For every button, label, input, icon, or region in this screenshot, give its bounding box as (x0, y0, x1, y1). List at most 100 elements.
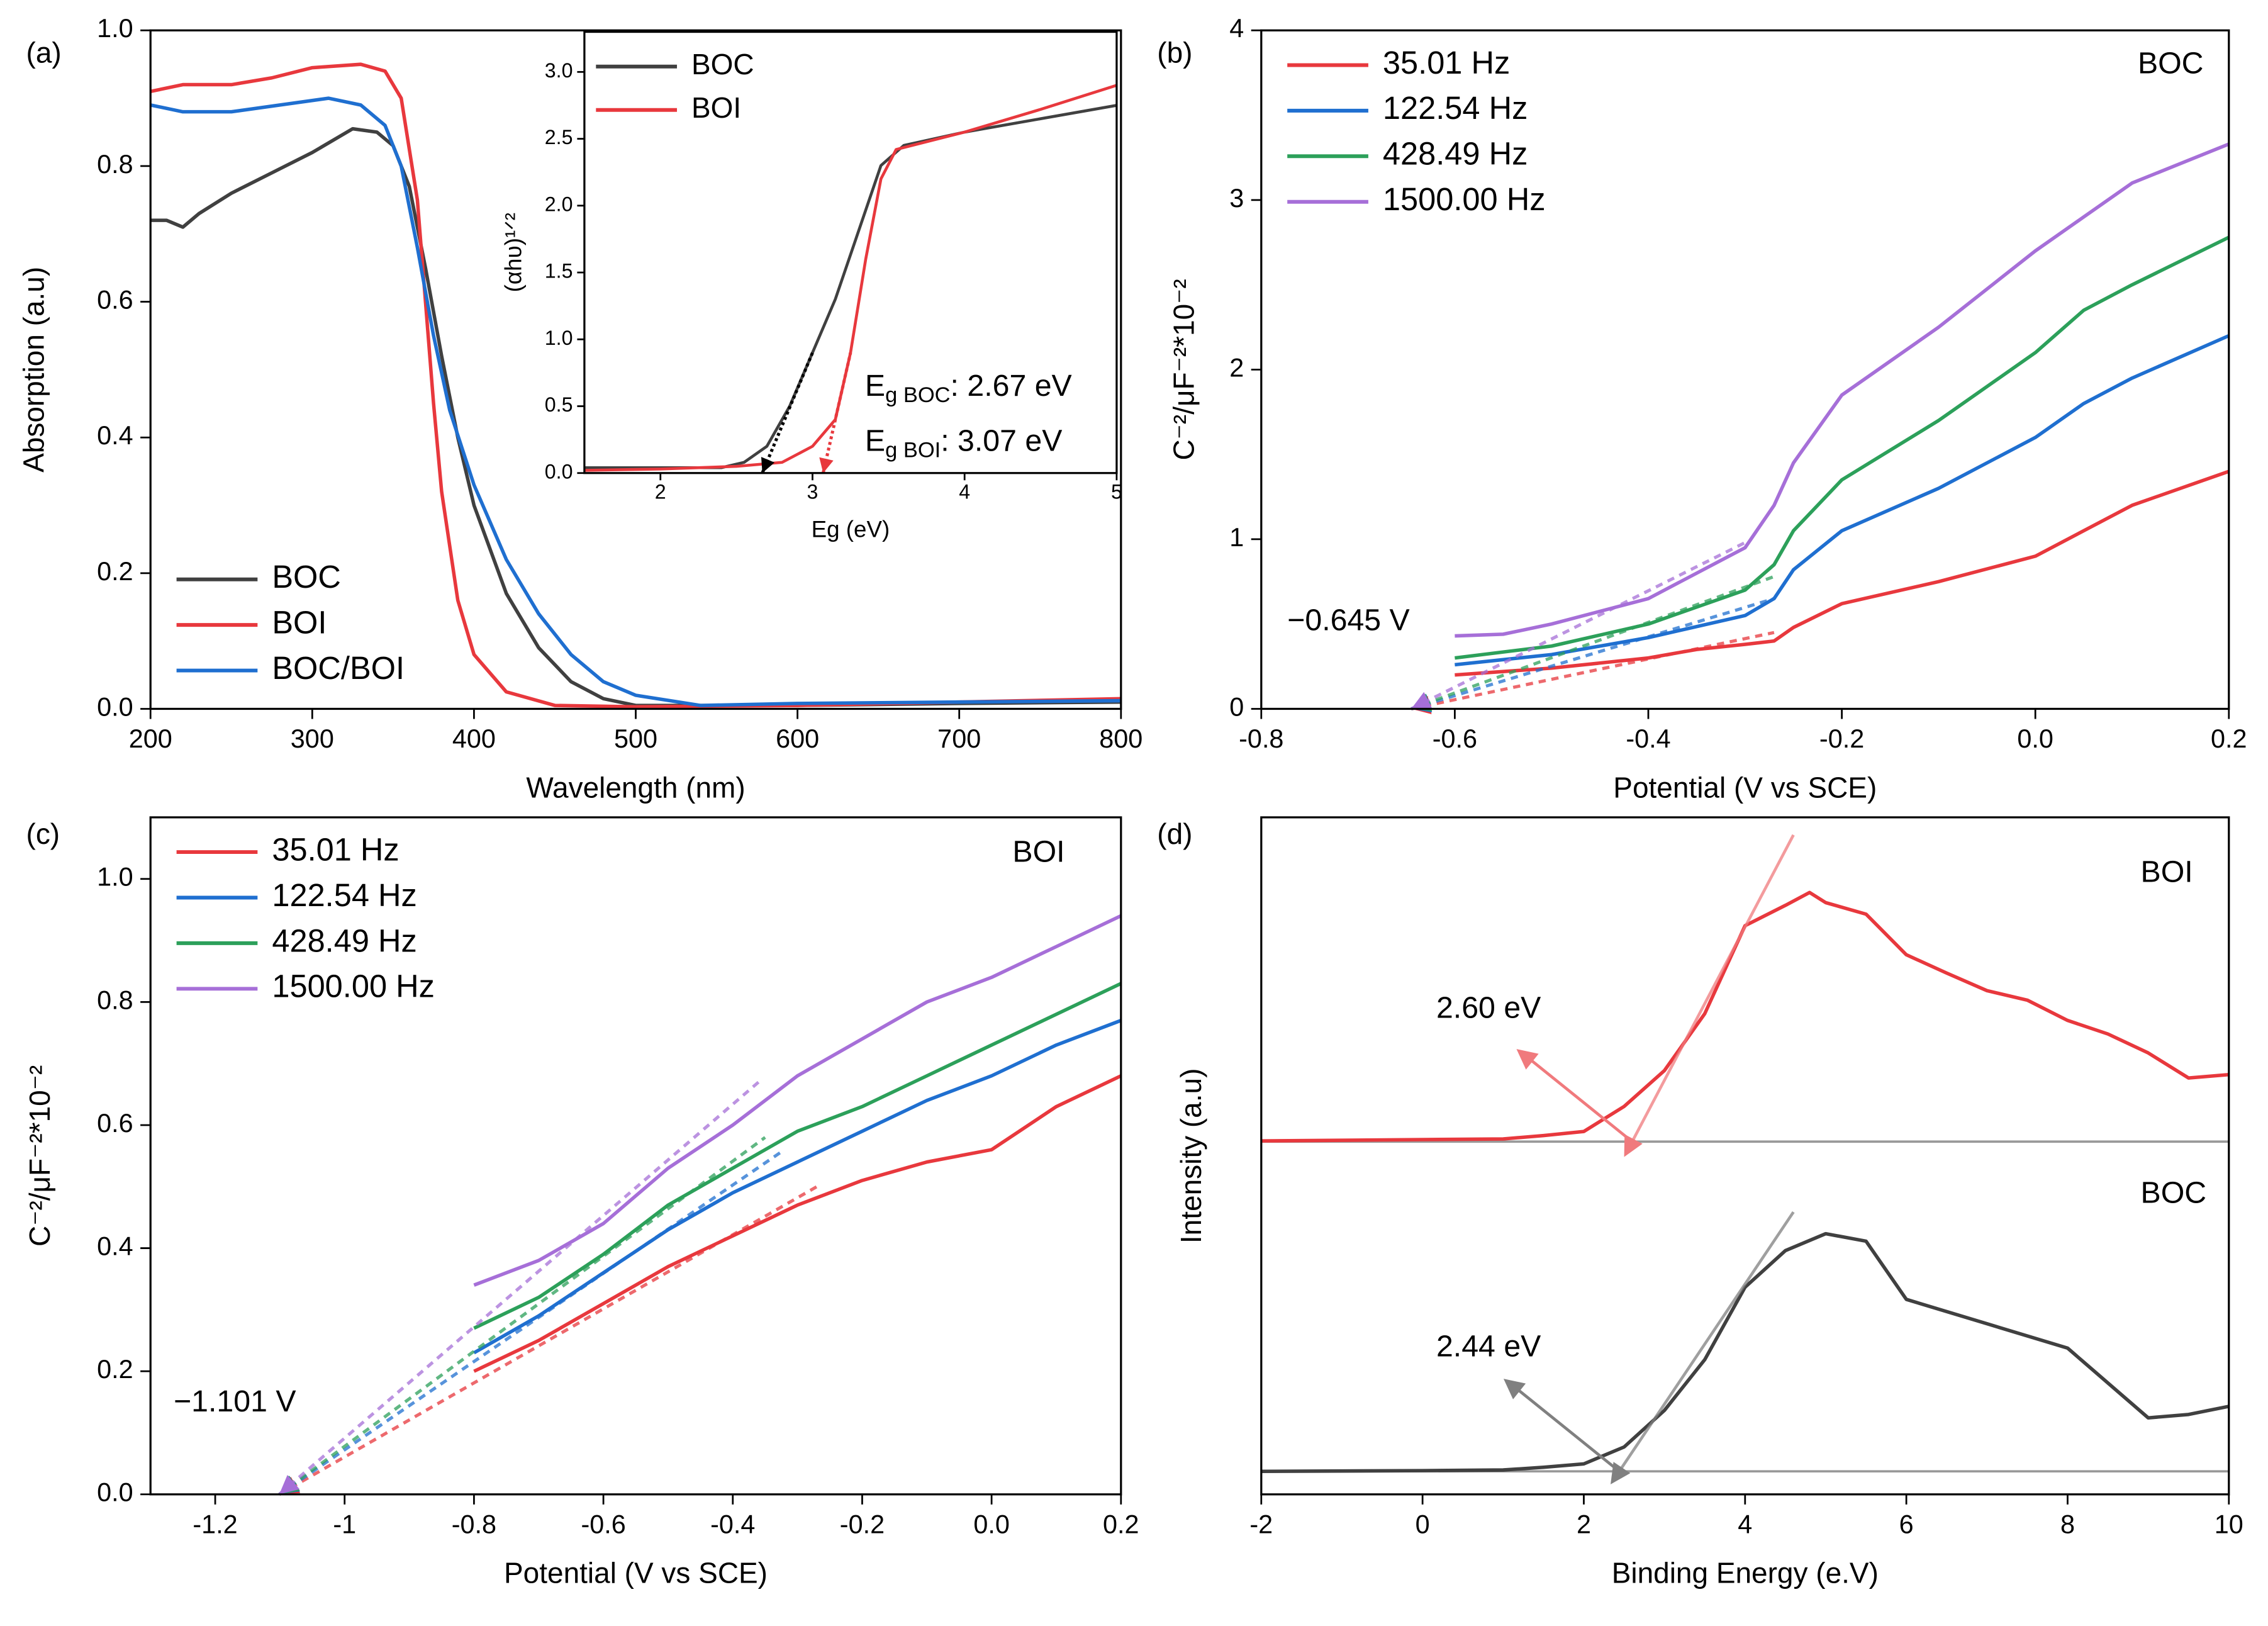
legend-label: 428.49 Hz (1383, 136, 1528, 172)
annotation: −0.645 V (1287, 603, 1410, 637)
x-tick-label: 4 (959, 480, 970, 503)
annotation-text: : 3.07 eV (941, 423, 1062, 457)
legend-label: 122.54 Hz (272, 877, 417, 913)
annotation-text: E (865, 369, 885, 403)
arrow-head (1503, 1379, 1526, 1399)
annotation: 2.44 eV (1436, 1329, 1541, 1363)
plot-frame (149, 816, 1122, 1496)
x-tick-label: 700 (937, 724, 981, 753)
x-tick-label: -0.4 (710, 1510, 755, 1539)
annotation-text: : 2.67 eV (951, 369, 1072, 403)
x-axis-label: Potential (V vs SCE) (504, 1557, 768, 1590)
y-tick-label: 1.0 (97, 14, 133, 43)
x-tick-label: -1.2 (193, 1510, 237, 1539)
fit-line (1411, 597, 1775, 710)
y-tick-label: 0.2 (97, 1355, 133, 1384)
arrow-head (819, 457, 834, 473)
y-tick-label: 0.2 (97, 557, 133, 586)
annotation-text: BOI (1012, 834, 1064, 868)
label-arrow (1514, 1386, 1621, 1473)
y-axis-label: C⁻²/μF⁻²*10⁻² (23, 1065, 56, 1247)
annotation-text: E (865, 423, 885, 457)
y-tick-label: 3.0 (545, 59, 573, 82)
x-tick-label: 500 (614, 724, 657, 753)
x-tick-label: 800 (1099, 724, 1142, 753)
fit-line (278, 1136, 766, 1496)
annotation-subscript: g BOC (885, 383, 950, 407)
y-tick-label: 0.4 (97, 1231, 133, 1260)
x-tick-label: 0.0 (2017, 724, 2053, 753)
x-tick-label: 300 (291, 724, 334, 753)
x-tick-label: 0 (1416, 1510, 1430, 1539)
y-tick-label: 2.0 (545, 193, 573, 215)
annotation: BOC (2138, 46, 2204, 80)
x-tick-label: 4 (1738, 1510, 1752, 1539)
data-line (1261, 890, 2230, 1143)
annotation-text: BOC (2138, 46, 2204, 80)
x-axis-label: Potential (V vs SCE) (1613, 771, 1877, 804)
y-axis-label: Intensity (a.u) (1175, 1068, 1207, 1243)
x-axis-label: Wavelength (nm) (526, 771, 745, 804)
x-tick-label: 10 (2215, 1510, 2243, 1539)
arrow-head (279, 1474, 300, 1494)
x-tick-label: -0.2 (1819, 724, 1864, 753)
fit-line (278, 1148, 786, 1496)
x-tick-label: 2 (655, 480, 666, 503)
legend-label: 1500.00 Hz (1383, 181, 1546, 217)
annotation: Eg BOC: 2.67 eV (865, 369, 1072, 407)
legend-label: BOC (272, 559, 341, 595)
data-line (473, 1019, 1122, 1355)
y-tick-label: 0.0 (97, 692, 133, 721)
annotation: 2.60 eV (1436, 990, 1541, 1024)
arrow-head (1516, 1049, 1539, 1070)
y-axis-label: (αhυ)¹ᐟ² (500, 213, 526, 292)
y-tick-label: 2 (1229, 353, 1244, 382)
legend-label: BOC/BOI (272, 650, 405, 686)
plot-frame (149, 29, 1122, 710)
x-tick-label: -0.8 (1239, 724, 1283, 753)
legend-label: 428.49 Hz (272, 922, 417, 958)
x-tick-label: -0.2 (840, 1510, 885, 1539)
fit-line (1617, 1211, 1795, 1472)
fit-line (1411, 631, 1775, 710)
annotation-subscript: g BOI (885, 438, 941, 462)
arrow-head (761, 457, 775, 473)
y-axis-label: C⁻²/μF⁻²*10⁻² (1167, 279, 1200, 460)
y-tick-label: 0.0 (545, 460, 573, 483)
data-line (150, 62, 1121, 709)
x-tick-label: -0.8 (452, 1510, 496, 1539)
fit-line (278, 1185, 818, 1496)
data-line (150, 96, 1121, 707)
x-tick-label: 400 (452, 724, 496, 753)
data-line (1455, 142, 2230, 638)
data-line (1455, 469, 2230, 677)
legend-label: BOI (691, 91, 741, 124)
legend-label: 122.54 Hz (1383, 90, 1528, 126)
data-line (1455, 334, 2230, 667)
plot-frame (1260, 29, 2230, 710)
legend-label: 35.01 Hz (1383, 45, 1510, 81)
x-axis-label: Eg (eV) (812, 516, 890, 542)
x-tick-label: -0.4 (1626, 724, 1670, 753)
y-tick-label: 0.5 (545, 393, 573, 416)
annotation-text: −0.645 V (1287, 603, 1410, 637)
y-tick-label: 0.8 (97, 150, 133, 179)
legend-label: 1500.00 Hz (272, 968, 435, 1004)
y-tick-label: 4 (1229, 14, 1244, 43)
fit-line (278, 1080, 760, 1496)
annotation-text: 2.44 eV (1436, 1329, 1541, 1363)
y-tick-label: 0.6 (97, 285, 133, 314)
legend-label: BOI (272, 604, 327, 640)
x-tick-label: 600 (776, 724, 819, 753)
y-tick-label: 1.0 (545, 327, 573, 349)
legend-label: 35.01 Hz (272, 831, 399, 867)
annotation-text: 2.60 eV (1436, 990, 1541, 1024)
y-tick-label: 3 (1229, 184, 1244, 213)
x-tick-label: 5 (1111, 480, 1122, 503)
y-tick-label: 0.4 (97, 421, 133, 450)
x-tick-label: 0.2 (2211, 724, 2247, 753)
panel-label: (b) (1157, 36, 1192, 69)
y-axis-label: Absorption (a.u) (18, 267, 50, 473)
y-tick-label: 1.5 (545, 260, 573, 283)
